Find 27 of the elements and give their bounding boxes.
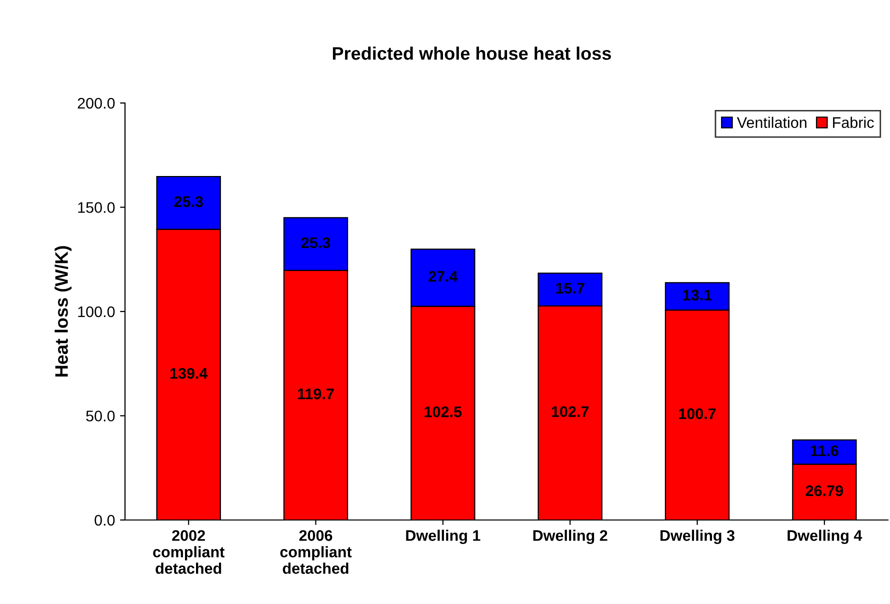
- y-tick-label: 100.0: [78, 306, 115, 318]
- data-label: 15.7: [556, 282, 584, 294]
- data-label: 139.4: [170, 368, 208, 379]
- data-label: 102.7: [552, 406, 589, 418]
- x-tick-label: Dwelling 1: [406, 530, 480, 544]
- data-label: 100.7: [679, 408, 716, 420]
- x-tick-label: Dwelling 2: [533, 530, 608, 544]
- y-tick-label: 150.0: [78, 202, 115, 213]
- y-axis-title: Heat loss (W/K): [54, 246, 72, 376]
- chart-title: Predicted whole house heat loss: [332, 46, 611, 60]
- data-label: 27.4: [428, 271, 458, 282]
- legend-label: Ventilation: [736, 116, 806, 128]
- y-tick-label: 50.0: [86, 410, 115, 422]
- x-tick-label: Dwelling 4: [788, 530, 862, 544]
- data-label: 25.3: [174, 196, 203, 208]
- x-tick-label: Dwelling 3: [660, 530, 734, 544]
- data-label: 11.6: [810, 445, 838, 456]
- data-label: 102.5: [424, 406, 462, 418]
- x-tick-label: 2002 compliant detached: [153, 530, 224, 574]
- legend-label: Fabric: [833, 116, 874, 128]
- data-label: 13.1: [683, 290, 712, 301]
- y-tick-label: 200.0: [78, 98, 115, 109]
- y-tick-label: 0.0: [94, 514, 115, 526]
- data-label: 25.3: [301, 237, 330, 248]
- data-label: 119.7: [298, 388, 334, 400]
- x-tick-label: 2006 compliant detached: [280, 530, 352, 574]
- data-label: 26.79: [806, 485, 843, 496]
